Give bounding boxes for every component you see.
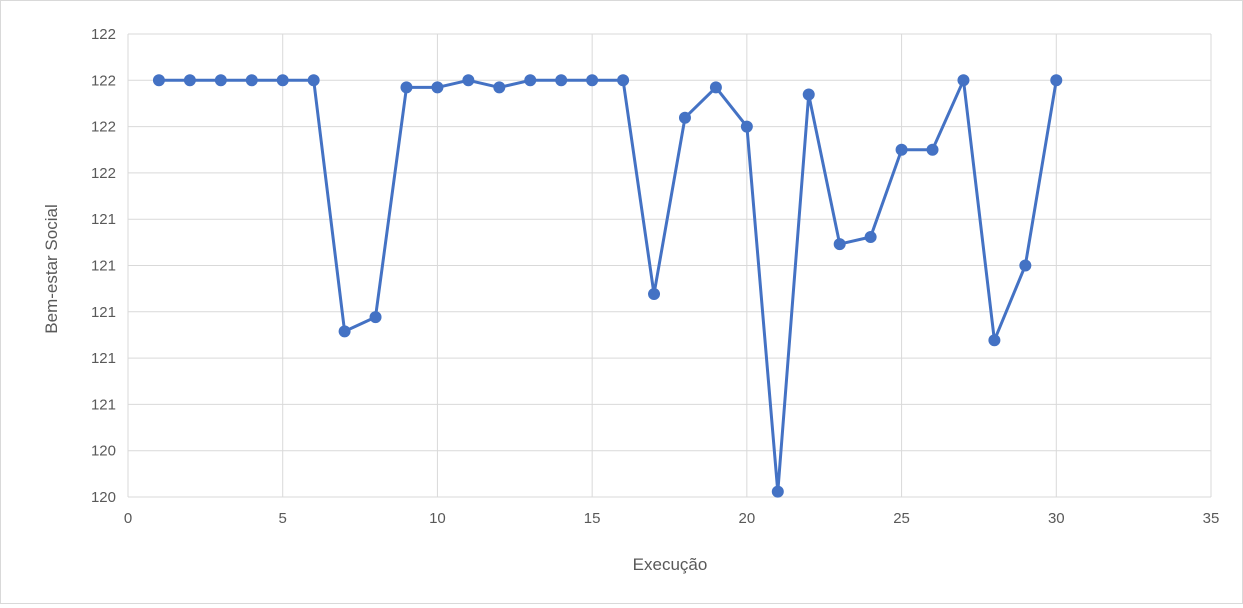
data-point bbox=[648, 287, 661, 300]
data-point bbox=[524, 74, 537, 87]
data-point bbox=[245, 74, 258, 87]
data-point bbox=[771, 485, 784, 498]
data-point bbox=[369, 311, 382, 324]
x-tick-label: 0 bbox=[124, 510, 132, 527]
data-point bbox=[555, 74, 568, 87]
data-point bbox=[678, 111, 691, 124]
data-point bbox=[833, 238, 846, 251]
y-tick-label: 122 bbox=[91, 26, 116, 43]
x-tick-label: 25 bbox=[893, 510, 910, 527]
data-point bbox=[307, 74, 320, 87]
data-point bbox=[338, 325, 351, 338]
gridlines bbox=[128, 33, 1212, 497]
y-tick-label: 121 bbox=[91, 304, 116, 321]
data-point bbox=[493, 81, 506, 94]
y-tick-label: 121 bbox=[91, 350, 116, 367]
data-point bbox=[709, 81, 722, 94]
data-point bbox=[988, 334, 1001, 347]
data-point bbox=[617, 74, 630, 87]
data-point bbox=[802, 88, 815, 101]
data-point bbox=[431, 81, 444, 94]
data-point bbox=[586, 74, 599, 87]
series-line bbox=[158, 78, 1058, 494]
data-point bbox=[276, 74, 289, 87]
y-axis-tick-labels: 120 120 121 121 121 121 121 122 122 122 122 bbox=[91, 26, 116, 506]
y-tick-label: 122 bbox=[91, 165, 116, 182]
x-tick-label: 5 bbox=[279, 510, 287, 527]
y-tick-label: 122 bbox=[91, 119, 116, 136]
data-point bbox=[152, 74, 165, 87]
series bbox=[152, 74, 1063, 498]
data-point bbox=[740, 120, 753, 133]
x-tick-label: 30 bbox=[1048, 510, 1065, 527]
y-tick-label: 121 bbox=[91, 396, 116, 413]
data-point bbox=[1019, 259, 1032, 272]
y-axis-title: Bem-estar Social bbox=[42, 204, 61, 333]
y-tick-label: 120 bbox=[91, 489, 116, 506]
y-tick-label: 120 bbox=[91, 443, 116, 460]
y-tick-label: 122 bbox=[91, 72, 116, 89]
data-point bbox=[1050, 74, 1063, 87]
data-point bbox=[957, 74, 970, 87]
x-tick-label: 10 bbox=[429, 510, 446, 527]
axes bbox=[127, 34, 1211, 498]
data-point bbox=[864, 231, 877, 244]
data-point bbox=[400, 81, 413, 94]
data-point bbox=[462, 74, 475, 87]
data-point bbox=[183, 74, 196, 87]
y-tick-label: 121 bbox=[91, 258, 116, 275]
data-point bbox=[926, 143, 939, 156]
x-axis-tick-labels: 0 5 10 15 20 25 30 35 bbox=[124, 510, 1220, 527]
data-point bbox=[895, 143, 908, 156]
x-tick-label: 15 bbox=[584, 510, 601, 527]
x-axis-title: Execução bbox=[633, 555, 708, 574]
x-tick-label: 35 bbox=[1203, 510, 1220, 527]
x-tick-label: 20 bbox=[739, 510, 756, 527]
y-tick-label: 121 bbox=[91, 211, 116, 228]
data-point bbox=[214, 74, 227, 87]
